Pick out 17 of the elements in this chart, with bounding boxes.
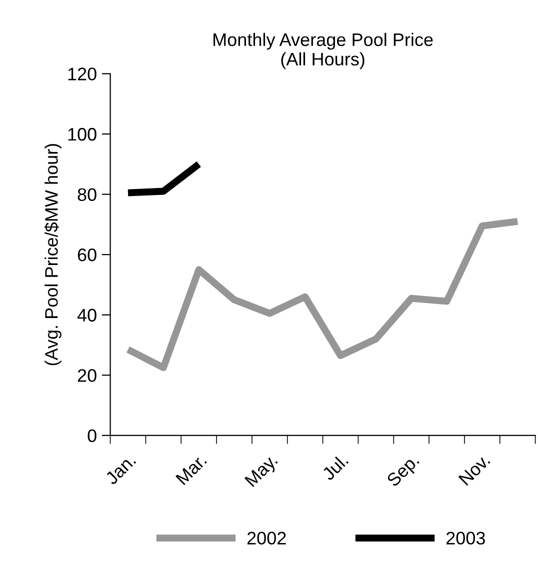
- x-tick-label: Mar.: [176, 454, 208, 486]
- y-tick-label: 80: [78, 188, 96, 202]
- x-tick-label: Jan.: [104, 454, 136, 486]
- y-axis-title: (Avg. Pool Price/$MW hour): [44, 144, 62, 366]
- y-tick-label: 100: [68, 128, 96, 141]
- x-tick-label: Sep.: [386, 454, 422, 490]
- y-tick-label: 20: [78, 369, 96, 382]
- y-tick-label: 0: [88, 429, 96, 442]
- legend-label: 2003: [446, 532, 485, 545]
- y-tick-label: 40: [77, 308, 96, 322]
- y-tick-label: 120: [68, 68, 96, 80]
- x-tick-label: May.: [244, 454, 280, 490]
- chart-title: Monthly Average Pool Price (All Hours): [214, 32, 433, 70]
- x-tick-label: Nov.: [458, 454, 490, 486]
- legend-label: 2002: [247, 532, 286, 545]
- x-tick-label: Jul.: [320, 453, 349, 482]
- y-tick-label: 60: [78, 248, 96, 262]
